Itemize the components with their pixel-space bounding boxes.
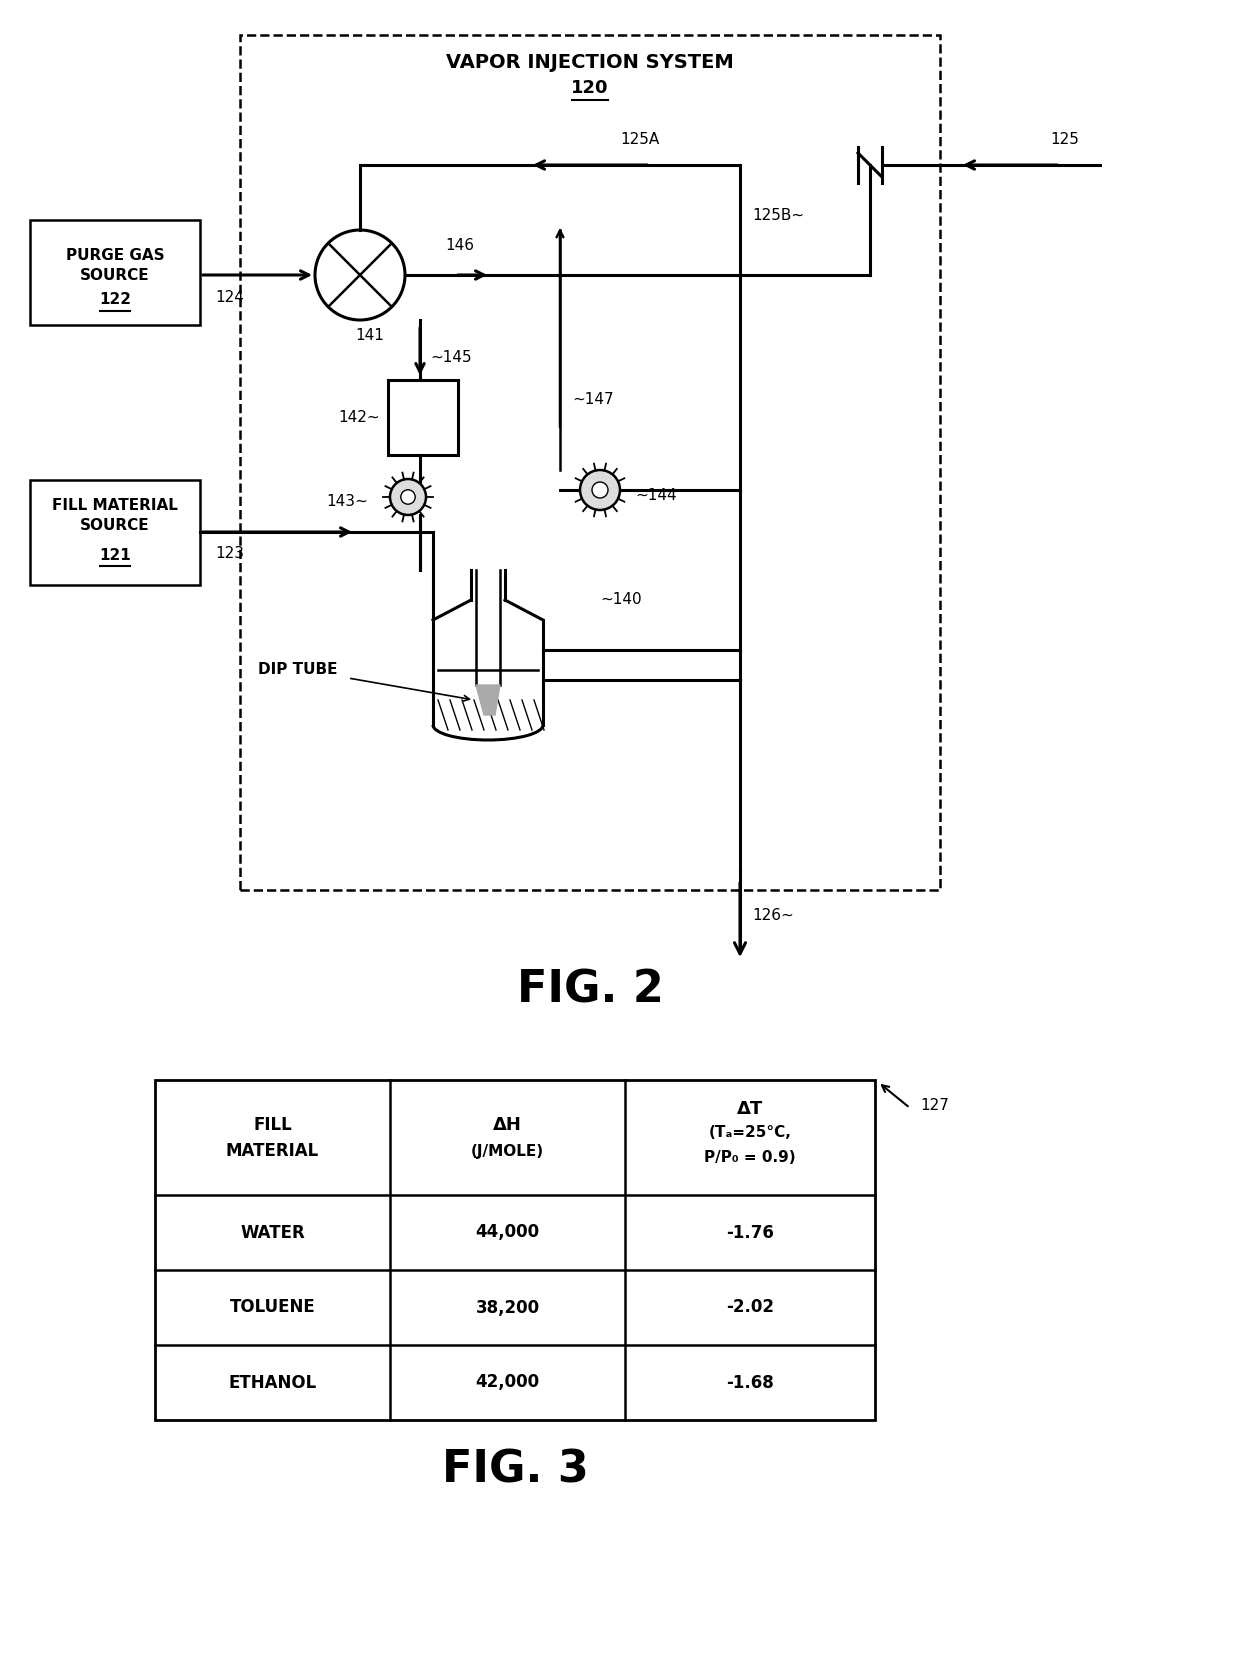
Circle shape	[391, 478, 427, 515]
Text: 120: 120	[572, 79, 609, 98]
Bar	[388, 381, 458, 455]
Text: ~145: ~145	[430, 351, 471, 366]
Text: 127: 127	[920, 1097, 949, 1112]
Text: 121: 121	[99, 548, 131, 563]
Text: DIP TUBE: DIP TUBE	[258, 662, 337, 677]
Text: 125A: 125A	[620, 132, 660, 147]
Bar	[241, 35, 940, 890]
Text: 123: 123	[215, 546, 244, 561]
Text: 122: 122	[99, 293, 131, 308]
Text: 44,000: 44,000	[475, 1223, 539, 1241]
Text: 42,000: 42,000	[475, 1374, 539, 1392]
Text: PURGE GAS: PURGE GAS	[66, 248, 165, 263]
Circle shape	[591, 482, 608, 498]
Circle shape	[401, 490, 415, 505]
Text: (Tₐ=25°C,: (Tₐ=25°C,	[708, 1125, 791, 1140]
Bar	[30, 480, 200, 584]
Polygon shape	[476, 685, 500, 715]
Bar	[30, 220, 200, 324]
Text: 143~: 143~	[326, 495, 368, 510]
Text: FIG. 2: FIG. 2	[517, 968, 663, 1011]
Text: 142~: 142~	[339, 410, 379, 425]
Text: MATERIAL: MATERIAL	[226, 1142, 319, 1160]
Text: 124: 124	[215, 290, 244, 305]
Text: FIG. 3: FIG. 3	[441, 1448, 588, 1491]
Text: WATER: WATER	[241, 1223, 305, 1241]
Text: ~140: ~140	[600, 592, 641, 607]
Text: SOURCE: SOURCE	[81, 268, 150, 283]
Circle shape	[580, 470, 620, 510]
Text: 125: 125	[1050, 132, 1079, 147]
Text: 38,200: 38,200	[475, 1299, 539, 1316]
Text: -1.68: -1.68	[727, 1374, 774, 1392]
Text: FILL MATERIAL: FILL MATERIAL	[52, 498, 177, 513]
Text: P/P₀ = 0.9): P/P₀ = 0.9)	[704, 1150, 796, 1165]
Text: TOLUENE: TOLUENE	[229, 1299, 315, 1316]
Text: ~144: ~144	[635, 488, 677, 503]
Text: ΔT: ΔT	[737, 1101, 763, 1119]
Text: FILL: FILL	[253, 1117, 291, 1134]
Text: -2.02: -2.02	[725, 1299, 774, 1316]
Text: 126~: 126~	[751, 907, 794, 922]
Bar	[155, 1081, 875, 1420]
Text: -1.76: -1.76	[727, 1223, 774, 1241]
Text: ΔH: ΔH	[494, 1117, 522, 1134]
Text: ETHANOL: ETHANOL	[228, 1374, 316, 1392]
Text: (J/MOLE): (J/MOLE)	[471, 1144, 544, 1158]
Text: SOURCE: SOURCE	[81, 518, 150, 533]
Text: VAPOR INJECTION SYSTEM: VAPOR INJECTION SYSTEM	[446, 53, 734, 71]
Text: 125B~: 125B~	[751, 207, 804, 222]
Text: 146: 146	[445, 238, 475, 253]
Text: 141: 141	[355, 328, 384, 343]
Text: ~147: ~147	[572, 392, 614, 407]
